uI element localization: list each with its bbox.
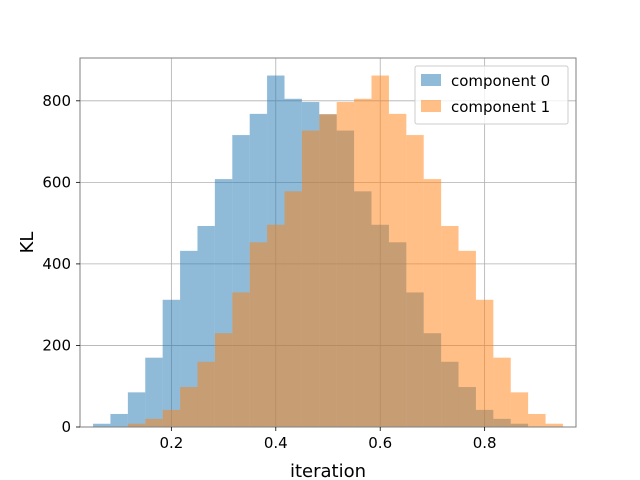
- y-tick-label: 200: [42, 336, 71, 354]
- legend-swatch-component-0: [421, 74, 441, 86]
- axis-ticks: 0.2 0.4 0.6 0.8 0 200 400 600 800: [42, 92, 496, 452]
- legend: component 0 component 1: [414, 65, 569, 125]
- bar-component-1-bin-6: [197, 361, 215, 427]
- bar-component-1-bin-20: [441, 225, 459, 427]
- bar-component-1-bin-8: [232, 292, 250, 427]
- bar-component-1-bin-4: [162, 409, 181, 427]
- bar-component-1-bin-18: [406, 135, 424, 427]
- bar-component-1-bin-21: [458, 250, 476, 427]
- bar-component-1-bin-17: [388, 113, 407, 427]
- bar-component-1-bin-5: [180, 387, 198, 427]
- bar-component-1-bin-12: [301, 130, 320, 428]
- y-tick-label: 0: [61, 418, 71, 436]
- bar-component-1-bin-16: [371, 75, 389, 428]
- legend-box: [414, 65, 569, 125]
- x-axis-label: iteration: [290, 461, 366, 480]
- bar-component-0-bin-2: [127, 392, 146, 427]
- bar-component-1-bin-10: [267, 224, 285, 427]
- legend-label-component-0: component 0: [451, 72, 550, 90]
- y-tick-label: 400: [42, 255, 71, 273]
- plot-frame: [79, 57, 577, 428]
- bar-component-0-bin-1: [110, 413, 128, 427]
- bar-component-1-bin-7: [214, 333, 233, 427]
- bar-component-1-bin-11: [284, 191, 302, 427]
- x-tick-label: 0.4: [264, 434, 288, 452]
- bars-component-1: [127, 75, 563, 428]
- bar-component-1-bin-19: [423, 179, 442, 427]
- bar-component-1-bin-22: [475, 299, 494, 427]
- x-tick-label: 0.2: [159, 434, 183, 452]
- bar-component-1-bin-23: [493, 357, 511, 427]
- bar-component-1-bin-26: [545, 423, 563, 427]
- bar-component-1-bin-13: [319, 114, 337, 428]
- bar-component-0-bin-0: [93, 423, 111, 427]
- bar-component-1-bin-2: [127, 423, 146, 427]
- bar-component-1-bin-25: [528, 413, 546, 427]
- bar-component-0-bin-3: [145, 357, 163, 427]
- y-axis-label: KL: [17, 232, 38, 254]
- bar-component-1-bin-3: [145, 418, 163, 427]
- bar-component-1-bin-14: [336, 102, 355, 427]
- legend-swatch-component-1: [421, 100, 441, 112]
- legend-label-component-1: component 1: [451, 98, 550, 116]
- x-tick-label: 0.6: [368, 434, 392, 452]
- x-tick-label: 0.8: [473, 434, 497, 452]
- bar-component-1-bin-15: [354, 98, 372, 427]
- bar-component-1-bin-9: [249, 242, 268, 427]
- y-tick-label: 800: [42, 92, 71, 110]
- bar-component-0-bin-5: [180, 250, 198, 427]
- y-tick-label: 600: [42, 173, 71, 191]
- bar-component-1-bin-24: [510, 392, 529, 427]
- bar-component-0-bin-4: [162, 299, 181, 427]
